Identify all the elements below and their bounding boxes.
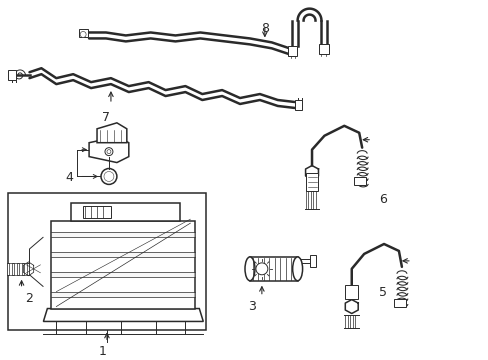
Bar	[319, 44, 329, 54]
Bar	[17, 263, 19, 275]
Bar	[287, 46, 296, 56]
Ellipse shape	[292, 257, 302, 281]
Circle shape	[105, 148, 113, 156]
Bar	[294, 100, 301, 110]
Bar	[51, 221, 195, 309]
Bar	[305, 174, 318, 192]
Bar	[12, 263, 14, 275]
Bar	[8, 70, 16, 80]
Bar	[345, 285, 358, 298]
Bar	[309, 255, 315, 267]
Bar	[79, 28, 88, 37]
Text: 4: 4	[65, 171, 73, 184]
Circle shape	[255, 263, 267, 275]
Circle shape	[101, 168, 117, 184]
Circle shape	[107, 150, 111, 154]
Bar	[51, 292, 195, 297]
Bar	[353, 177, 366, 185]
Bar	[249, 257, 297, 281]
Bar	[8, 193, 206, 330]
Text: 1: 1	[99, 345, 107, 358]
Bar	[51, 232, 195, 237]
Bar	[51, 252, 195, 257]
Bar	[51, 272, 195, 277]
Polygon shape	[97, 123, 126, 143]
Bar	[71, 203, 180, 221]
Text: 2: 2	[25, 292, 33, 305]
Polygon shape	[43, 309, 203, 321]
Bar	[83, 206, 111, 218]
Text: 8: 8	[260, 22, 268, 35]
Circle shape	[80, 31, 86, 37]
Bar	[21, 263, 24, 275]
Polygon shape	[29, 237, 43, 287]
Text: 6: 6	[378, 193, 386, 206]
Text: 3: 3	[247, 300, 255, 313]
Text: 7: 7	[102, 111, 110, 124]
Polygon shape	[89, 137, 128, 163]
Bar	[7, 263, 9, 275]
Bar	[393, 298, 405, 307]
Bar	[26, 263, 29, 275]
Circle shape	[104, 171, 114, 181]
Text: 5: 5	[378, 286, 386, 299]
Ellipse shape	[244, 257, 254, 281]
